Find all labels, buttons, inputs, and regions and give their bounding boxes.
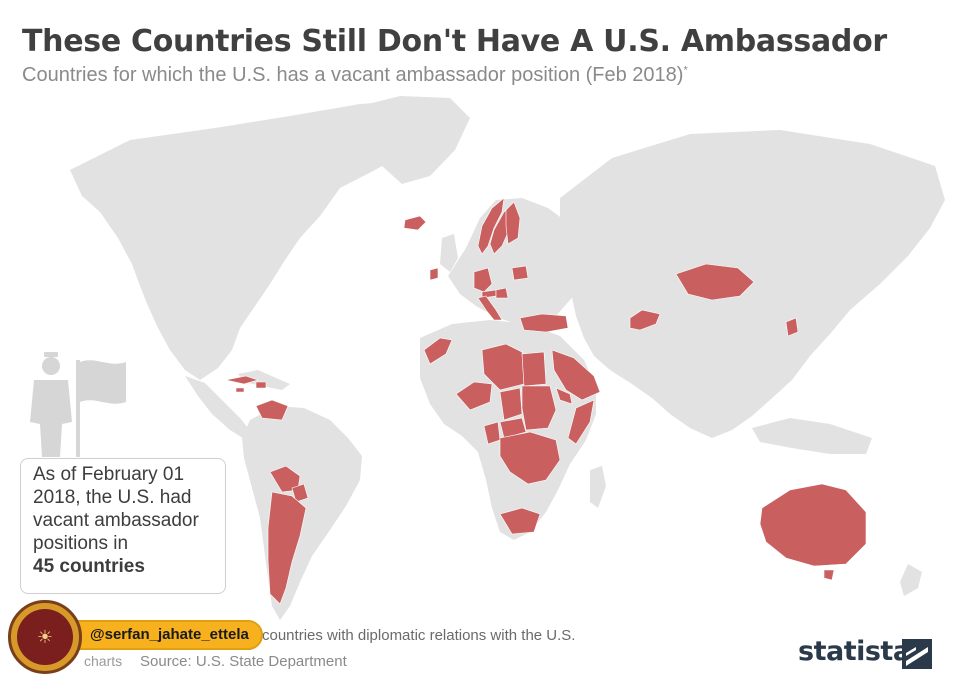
country-jordan-saudi-qatar [551,349,601,401]
country-venezuela [255,399,289,421]
summary-callout: As of February 01 2018, the U.S. had vac… [20,458,226,594]
region-madagascar [590,466,606,508]
country-central-african-republic [499,417,527,439]
country-somalia [567,399,595,445]
country-mali [455,381,493,411]
region-greenland [360,96,470,184]
region-caribbean [238,370,290,390]
watermark-handle: @serfan_jahate_ettela [58,620,263,650]
country-eritrea [555,387,573,405]
country-south-africa [499,507,541,535]
brand-logo-text: statista [798,636,911,667]
chart-subtitle: Countries for which the U.S. has a vacan… [22,64,688,87]
map-vacant-countries [225,197,867,605]
country-morocco [423,337,453,365]
callout-text: As of February 01 2018, the U.S. had vac… [33,464,199,554]
statista-logo-icon [902,639,932,669]
region-southeast-asia-islands [752,418,872,454]
country-jamaica [235,387,245,393]
country-belarus [511,265,529,281]
country-sweden [489,207,511,255]
country-australia [759,483,867,567]
country-tasmania [823,569,835,581]
country-norway [477,197,505,255]
region-north-america [70,100,440,380]
region-japan [808,294,832,344]
country-argentina-uruguay [267,491,307,605]
subtitle-text: Countries for which the U.S. has a vacan… [22,64,684,86]
country-bolivia [269,465,301,493]
country-mongolia [675,263,755,301]
country-italy [477,295,503,321]
country-finland [505,201,521,245]
footnote: countries with diplomatic relations with… [262,627,576,644]
country-haiti [255,381,267,389]
country-germany [473,267,493,293]
region-new-zealand [900,564,922,596]
region-central-america [185,376,252,440]
callout-highlight: 45 countries [33,556,145,577]
country-hungary [495,287,509,299]
country-south-korea [785,317,799,337]
country-egypt [521,351,547,387]
country-ireland [429,267,439,281]
source-text: Source: U.S. State Department [140,653,347,670]
chart-title: These Countries Still Don't Have A U.S. … [22,24,887,59]
country-chad [499,387,523,421]
country-georgia-armenia-azerbaijan [629,309,661,331]
credit-text: charts [84,653,123,669]
country-cuba [225,375,260,385]
watermark-logo-icon: ☀ [8,600,82,674]
country-iceland [403,215,427,231]
subtitle-footnote-marker: * [683,64,688,77]
ambassador-flag-icon [30,352,126,457]
country-congo-uganda-tanzania [499,431,561,485]
world-map [70,96,945,620]
country-sudan-south-sudan [521,385,557,431]
region-uk [440,234,458,272]
country-turkey [519,313,569,333]
region-asia [560,130,945,438]
country-paraguay [291,483,309,503]
